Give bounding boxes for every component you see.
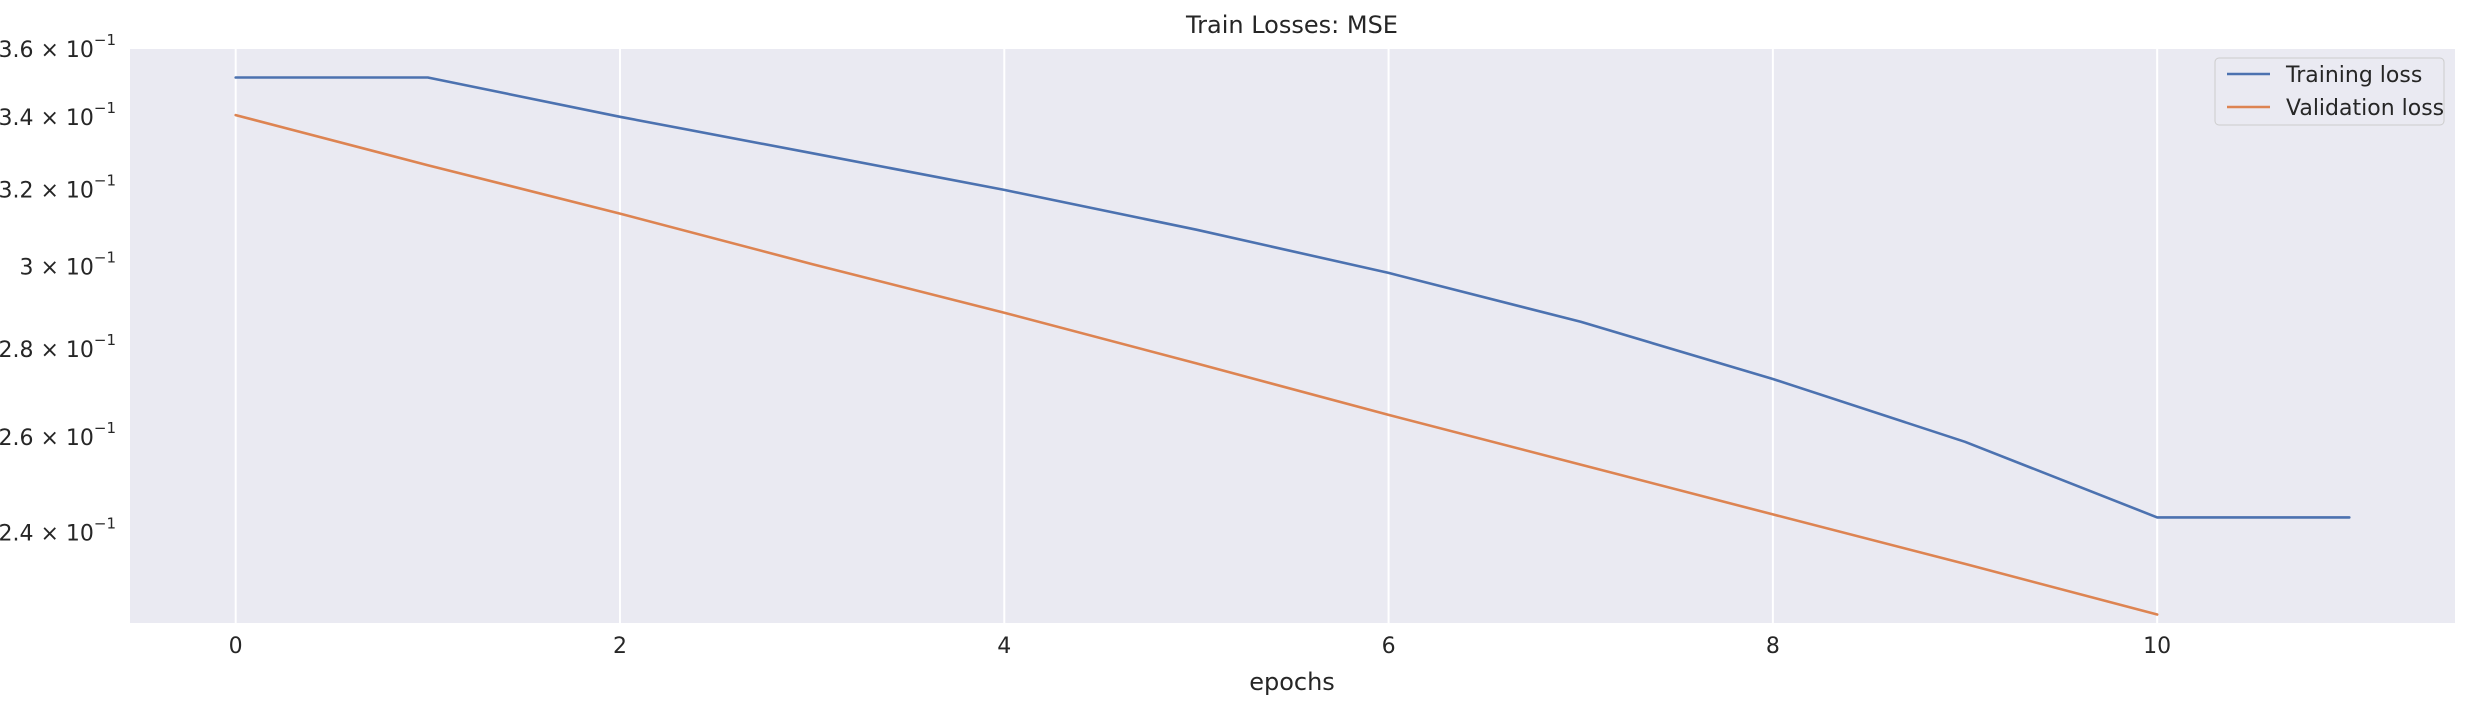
plot-background bbox=[130, 49, 2455, 623]
y-tick-label: 3.2 × 10−1 bbox=[0, 172, 116, 204]
y-tick-labels: 3.6 × 10−1 3.4 × 10−1 3.2 × 10−1 3 × 10−1 2.… bbox=[0, 31, 116, 547]
y-tick-label: 2.8 × 10−1 bbox=[0, 331, 116, 363]
series-line-training bbox=[234, 76, 2351, 519]
x-tick-labels: 0 2 4 6 8 10 bbox=[229, 634, 2171, 659]
x-tick-label: 6 bbox=[1382, 634, 1396, 659]
series-lines bbox=[234, 76, 2351, 616]
x-tick-label: 2 bbox=[613, 634, 627, 659]
y-tick-label: 2.4 × 10−1 bbox=[0, 515, 116, 547]
y-tick-label: 2.6 × 10−1 bbox=[0, 419, 116, 451]
legend: Training loss Validation loss bbox=[2214, 57, 2445, 126]
legend-box bbox=[2214, 57, 2445, 126]
y-tick-label: 3.6 × 10−1 bbox=[0, 31, 116, 63]
y-tick-label: 3 × 10−1 bbox=[19, 248, 116, 280]
x-tick-label: 0 bbox=[229, 634, 243, 659]
x-tick-label: 10 bbox=[2143, 634, 2171, 659]
legend-label-training: Training loss bbox=[2285, 63, 2422, 88]
legend-label-validation: Validation loss bbox=[2286, 96, 2444, 121]
x-tick-label: 4 bbox=[997, 634, 1011, 659]
x-tick-label: 8 bbox=[1766, 634, 1780, 659]
y-tick-label: 3.4 × 10−1 bbox=[0, 99, 116, 131]
series-line-validation bbox=[234, 113, 2159, 616]
x-axis-label: epochs bbox=[1249, 668, 1335, 696]
x-gridlines bbox=[234, 49, 2159, 623]
chart-title: Train Losses: MSE bbox=[1185, 11, 1398, 39]
